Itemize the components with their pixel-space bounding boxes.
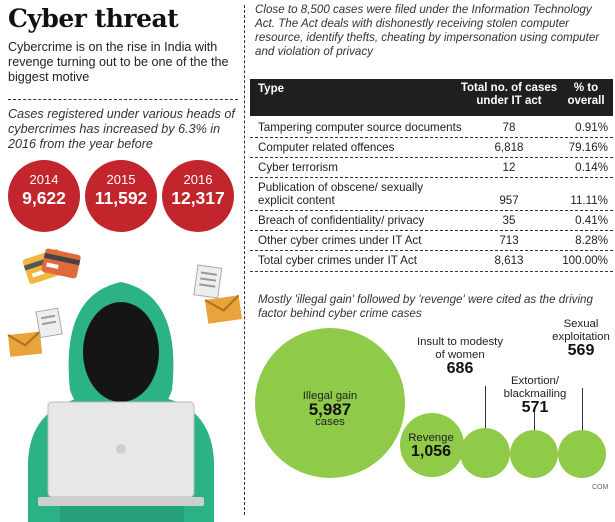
label-insult-modesty: Insult to modesty of women 686: [412, 336, 508, 377]
row-percent: 11.11%: [570, 194, 608, 207]
motive-label: Sexual exploitation: [552, 318, 610, 343]
envelope-icon: [204, 294, 243, 324]
row-divider: [250, 230, 613, 231]
row-divider: [250, 271, 613, 272]
year-label: 2015: [106, 172, 136, 187]
bubble-extortion: [510, 430, 558, 478]
envelope-icon: [7, 330, 43, 357]
motive-label: Extortion/ blackmailing: [503, 375, 567, 400]
row-divider: [250, 177, 613, 178]
label-extortion: Extortion/ blackmailing 571: [494, 375, 576, 416]
motive-value: 571: [521, 399, 549, 416]
row-type: Tampering computer source documents: [258, 121, 462, 134]
year-count: 9,622: [22, 188, 66, 208]
table-header: Type Total no. of cases under IT act % t…: [250, 79, 613, 116]
bubble-insult-modesty: [460, 428, 510, 478]
document-icon: [193, 264, 223, 299]
year-count: 11,592: [94, 188, 148, 208]
row-divider: [250, 157, 613, 158]
connector-line: [485, 386, 486, 428]
row-cases: 957: [499, 194, 519, 207]
row-type: Breach of confidentiality/ privacy: [258, 214, 425, 227]
row-divider: [250, 250, 613, 251]
label-sexual-exploitation: Sexual exploitation 569: [548, 318, 614, 359]
motive-value: 569: [567, 342, 595, 359]
year-label: 2014: [29, 172, 59, 187]
bubble-revenge: [400, 413, 464, 477]
label-revenge: Revenge 1,056: [398, 432, 464, 460]
table-row: Publication of obscene/ sexually explici…: [250, 178, 613, 210]
intro-text: Close to 8,500 cases were filed under th…: [255, 3, 600, 58]
year-circle-2016: 2016 12,317: [162, 160, 234, 232]
row-divider: [250, 137, 613, 138]
motive-label: Revenge: [408, 432, 454, 444]
table-row: Other cyber crimes under IT Act 713 8.28…: [250, 231, 613, 250]
credit-text: COM: [592, 484, 609, 491]
motive-value: 5,987: [308, 400, 352, 419]
table-row-total: Total cyber crimes under IT Act 8,613 10…: [250, 251, 613, 270]
hacker-illustration: [7, 248, 243, 522]
connector-line: [534, 408, 535, 430]
row-type: Cyber terrorism: [258, 161, 338, 174]
row-cases: 35: [502, 214, 516, 227]
row-percent: 0.41%: [575, 214, 608, 227]
column-header-cases: Total no. of cases under IT act: [460, 82, 558, 107]
connector-line: [582, 388, 583, 430]
row-percent: 100.00%: [562, 254, 608, 267]
motive-note: Mostly 'illegal gain' followed by 'reven…: [258, 293, 593, 320]
bubble-sexual-exploitation: [558, 430, 606, 478]
label-illegal-gain: Illegal gain 5,987 cases: [290, 390, 370, 429]
bubble-illegal-gain: [255, 328, 405, 478]
column-divider: [244, 5, 245, 515]
row-cases: 6,818: [494, 141, 524, 154]
row-cases: 12: [502, 161, 516, 174]
table-row: Breach of confidentiality/ privacy 35 0.…: [250, 211, 613, 230]
row-percent: 79.16%: [568, 141, 608, 154]
row-percent: 8.28%: [575, 234, 608, 247]
row-type: Publication of obscene/ sexually explici…: [258, 181, 423, 207]
row-type: Total cyber crimes under IT Act: [258, 254, 417, 267]
column-header-percent: % to overall: [567, 82, 605, 107]
document-icon: [35, 307, 63, 339]
row-cases: 8,613: [494, 254, 524, 267]
stat-note: Cases registered under various heads of …: [8, 107, 235, 151]
row-type: Computer related offences: [258, 141, 395, 154]
row-cases: 78: [502, 121, 516, 134]
row-percent: 0.14%: [575, 161, 608, 174]
year-count: 12,317: [171, 188, 225, 208]
table-row: Tampering computer source documents 78 0…: [250, 118, 613, 137]
page-title: Cyber threat: [8, 4, 179, 33]
divider: [8, 99, 238, 100]
row-type: Other cyber crimes under IT Act: [258, 234, 422, 247]
row-divider: [250, 210, 613, 211]
credit-card-icon: [41, 248, 81, 279]
column-header-type: Type: [258, 83, 284, 95]
motive-value: 686: [446, 360, 474, 377]
row-cases: 713: [499, 234, 519, 247]
year-circle-2014: 2014 9,622: [8, 160, 80, 232]
table-row: Computer related offences 6,818 79.16%: [250, 138, 613, 157]
year-label: 2016: [183, 172, 213, 187]
motive-value: 1,056: [410, 443, 452, 460]
motive-label: Illegal gain: [302, 390, 358, 402]
motive-label: Insult to modesty of women: [416, 336, 504, 361]
row-percent: 0.91%: [575, 121, 608, 134]
motive-unit: cases: [315, 416, 345, 428]
subtitle: Cybercrime is on the rise in India with …: [8, 40, 229, 84]
table-row: Cyber terrorism 12 0.14%: [250, 158, 613, 177]
year-circle-2015: 2015 11,592: [85, 160, 157, 232]
